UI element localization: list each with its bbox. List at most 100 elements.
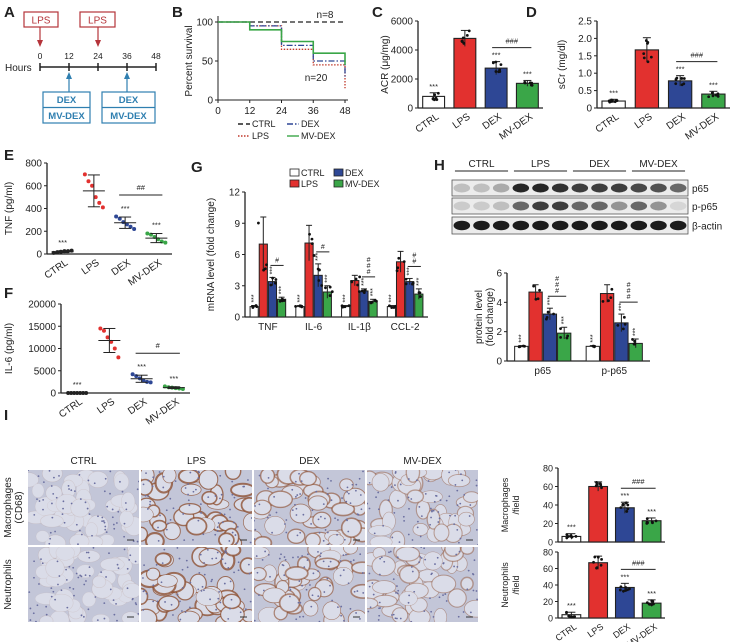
nucleus bbox=[119, 480, 121, 483]
nucleus bbox=[399, 483, 402, 486]
tubule bbox=[239, 557, 252, 575]
data-point bbox=[646, 521, 649, 525]
nucleus bbox=[45, 605, 48, 608]
nucleus bbox=[261, 558, 264, 561]
nucleus bbox=[317, 595, 320, 598]
tick-label: 12 bbox=[64, 51, 74, 61]
nucleus bbox=[144, 494, 147, 497]
data-point bbox=[90, 183, 95, 188]
nucleus bbox=[442, 594, 444, 597]
nucleus bbox=[306, 553, 309, 556]
nucleus bbox=[42, 481, 45, 484]
nucleus bbox=[135, 603, 138, 606]
significance-stars: *** bbox=[567, 601, 576, 610]
y-tick-label: 0 bbox=[548, 538, 553, 548]
tick-label: 36 bbox=[122, 51, 132, 61]
blot-band bbox=[591, 201, 608, 211]
nucleus bbox=[434, 563, 436, 565]
nucleus bbox=[33, 576, 35, 579]
nucleus bbox=[445, 600, 448, 602]
nucleus bbox=[378, 573, 381, 576]
nucleus bbox=[51, 516, 54, 519]
nucleus bbox=[343, 538, 346, 541]
nucleus bbox=[361, 572, 364, 574]
nucleus bbox=[311, 594, 314, 597]
nucleus bbox=[456, 528, 459, 531]
blot-band bbox=[532, 183, 549, 193]
blot-band bbox=[571, 220, 589, 231]
tubule bbox=[447, 588, 467, 608]
nucleus bbox=[65, 579, 68, 581]
nucleus bbox=[408, 594, 411, 597]
nucleus bbox=[304, 497, 307, 499]
significance-hash: # bbox=[555, 282, 559, 289]
nucleus bbox=[336, 533, 338, 536]
nucleus bbox=[143, 589, 146, 592]
y-tick-label: 2 bbox=[496, 327, 502, 338]
y-tick-label: 9 bbox=[234, 219, 240, 230]
blot-band bbox=[492, 183, 510, 193]
mvdex-label: MV-DEX bbox=[48, 111, 85, 122]
data-point bbox=[571, 615, 575, 619]
histology-row-label: Macrophages bbox=[3, 477, 14, 538]
nucleus bbox=[295, 618, 298, 621]
nucleus bbox=[160, 581, 163, 584]
data-point bbox=[308, 232, 311, 236]
data-point bbox=[328, 294, 332, 297]
nucleus bbox=[392, 613, 395, 616]
tubule bbox=[100, 557, 125, 572]
nucleus bbox=[419, 556, 422, 558]
nucleus bbox=[411, 570, 414, 573]
nucleus bbox=[169, 518, 172, 521]
nucleus bbox=[292, 556, 294, 559]
nucleus bbox=[84, 501, 87, 504]
significance-hash: # bbox=[412, 258, 416, 265]
y-tick-label: 0 bbox=[50, 389, 56, 400]
tubule bbox=[462, 491, 478, 504]
tubule bbox=[343, 487, 365, 507]
significance-hash: # bbox=[156, 341, 161, 350]
significance-hash: ### bbox=[690, 51, 703, 60]
nucleus bbox=[284, 523, 286, 525]
nucleus bbox=[430, 516, 432, 519]
nucleus bbox=[113, 613, 116, 616]
nucleus bbox=[317, 518, 320, 521]
nucleus bbox=[310, 523, 313, 525]
significance-stars: *** bbox=[279, 286, 286, 294]
blot-strip bbox=[451, 216, 689, 235]
nucleus bbox=[248, 572, 251, 575]
tubule bbox=[367, 597, 379, 610]
nucleus bbox=[101, 520, 104, 523]
nucleus bbox=[194, 470, 197, 472]
nucleus bbox=[355, 612, 357, 614]
nucleus bbox=[301, 584, 304, 587]
tubule bbox=[289, 503, 312, 524]
nucleus bbox=[396, 556, 399, 559]
data-point bbox=[101, 328, 106, 333]
nucleus bbox=[319, 515, 322, 518]
y-tick-label: 12 bbox=[229, 188, 241, 199]
significance-stars: *** bbox=[370, 288, 377, 296]
blot-band bbox=[630, 183, 648, 193]
nucleus bbox=[299, 601, 302, 604]
tubule bbox=[463, 599, 478, 618]
nucleus bbox=[337, 606, 339, 608]
nucleus bbox=[356, 590, 359, 592]
nucleus bbox=[41, 562, 44, 565]
nucleus bbox=[322, 560, 325, 563]
lps-label: LPS bbox=[32, 16, 51, 27]
nucleus bbox=[438, 596, 441, 599]
bar-mv-dex bbox=[641, 520, 662, 543]
nucleus bbox=[475, 590, 478, 592]
nucleus bbox=[283, 574, 286, 577]
data-point bbox=[642, 56, 646, 60]
data-point bbox=[362, 291, 366, 295]
nucleus bbox=[271, 531, 273, 534]
nucleus bbox=[407, 478, 410, 480]
nucleus bbox=[299, 493, 302, 495]
data-point bbox=[370, 300, 374, 304]
tubule bbox=[55, 547, 75, 561]
nucleus bbox=[331, 599, 334, 602]
blot-band bbox=[473, 201, 490, 211]
